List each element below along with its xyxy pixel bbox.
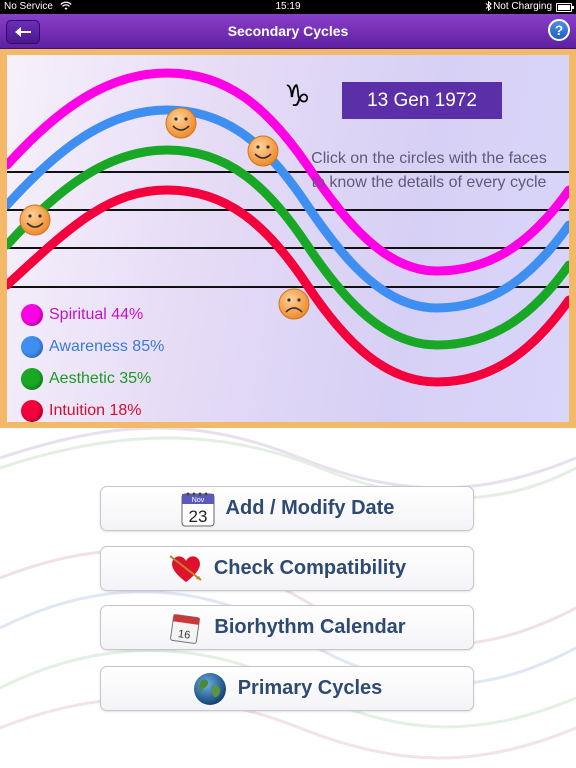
back-arrow-icon xyxy=(15,27,31,37)
intuition-dot-icon xyxy=(21,400,43,422)
help-button[interactable]: ? xyxy=(548,19,570,41)
spiritual-smiley-face-icon[interactable] xyxy=(247,135,279,167)
bluetooth-icon xyxy=(485,0,492,14)
cycles-chart-panel: ♑ 13 Gen 1972 Click on the circles with … xyxy=(0,49,576,428)
legend-item-awareness: Awareness 85% xyxy=(21,331,164,363)
status-bar: No Service 15:19 Not Charging xyxy=(0,0,576,14)
intuition-cycle-line xyxy=(7,185,569,387)
aesthetic-smiley-face-icon[interactable] xyxy=(19,204,51,236)
add-modify-date-label: Add / Modify Date xyxy=(225,497,395,519)
cycles-legend: Spiritual 44% Awareness 85% Aesthetic 35… xyxy=(21,299,164,422)
globe-icon xyxy=(192,671,228,707)
awareness-dot-icon xyxy=(21,336,43,358)
battery-icon xyxy=(556,3,574,12)
awareness-smiley-face-icon[interactable] xyxy=(165,107,197,139)
legend-item-spiritual: Spiritual 44% xyxy=(21,299,164,331)
legend-label-awareness: Awareness 85% xyxy=(49,338,165,355)
desk-calendar-icon-day: 16 xyxy=(178,628,192,642)
aesthetic-cycle-line xyxy=(7,145,569,350)
biorhythm-calendar-label: Biorhythm Calendar xyxy=(214,616,406,638)
spiritual-dot-icon xyxy=(21,304,43,326)
check-compatibility-label: Check Compatibility xyxy=(213,557,407,579)
calendar-icon: Nov 23 xyxy=(180,491,216,527)
primary-cycles-button[interactable]: Primary Cycles xyxy=(100,666,474,711)
desk-calendar-icon: 16 xyxy=(168,610,204,646)
calendar-icon-month: Nov xyxy=(191,497,204,504)
legend-label-intuition: Intuition 18% xyxy=(49,402,142,419)
aesthetic-dot-icon xyxy=(21,368,43,390)
back-button[interactable] xyxy=(6,20,40,44)
cycles-chart: ♑ 13 Gen 1972 Click on the circles with … xyxy=(7,55,569,422)
carrier-label: No Service xyxy=(4,1,53,12)
add-modify-date-button[interactable]: Nov 23 Add / Modify Date xyxy=(100,486,474,531)
capricorn-zodiac-icon: ♑ xyxy=(284,79,311,114)
wifi-icon xyxy=(60,1,72,13)
legend-item-aesthetic: Aesthetic 35% xyxy=(21,363,164,395)
legend-label-aesthetic: Aesthetic 35% xyxy=(49,370,152,387)
awareness-cycle-line xyxy=(7,105,569,313)
cycles-chart-svg xyxy=(7,68,569,387)
background-waves xyxy=(0,428,576,760)
spiritual-cycle-line xyxy=(7,68,569,276)
navigation-bar: Secondary Cycles ? xyxy=(0,14,576,49)
heart-arrow-icon xyxy=(168,551,204,587)
chart-hint-text: Click on the circles with the faces to k… xyxy=(311,150,547,191)
check-compatibility-button[interactable]: Check Compatibility xyxy=(100,546,474,591)
legend-label-spiritual: Spiritual 44% xyxy=(49,306,144,323)
birth-date-display[interactable]: 13 Gen 1972 xyxy=(342,82,502,119)
intuition-sad-face-icon[interactable] xyxy=(278,288,310,320)
calendar-icon-day: 23 xyxy=(188,507,207,526)
primary-cycles-label: Primary Cycles xyxy=(237,677,383,699)
legend-item-intuition: Intuition 18% xyxy=(21,395,164,422)
biorhythm-calendar-button[interactable]: 16 Biorhythm Calendar xyxy=(100,605,474,650)
battery-status: Not Charging xyxy=(493,1,552,12)
clock: 15:19 xyxy=(275,1,301,12)
page-title: Secondary Cycles xyxy=(227,23,349,39)
menu-area: Nov 23 Add / Modify Date Check Compatibi… xyxy=(0,428,576,768)
